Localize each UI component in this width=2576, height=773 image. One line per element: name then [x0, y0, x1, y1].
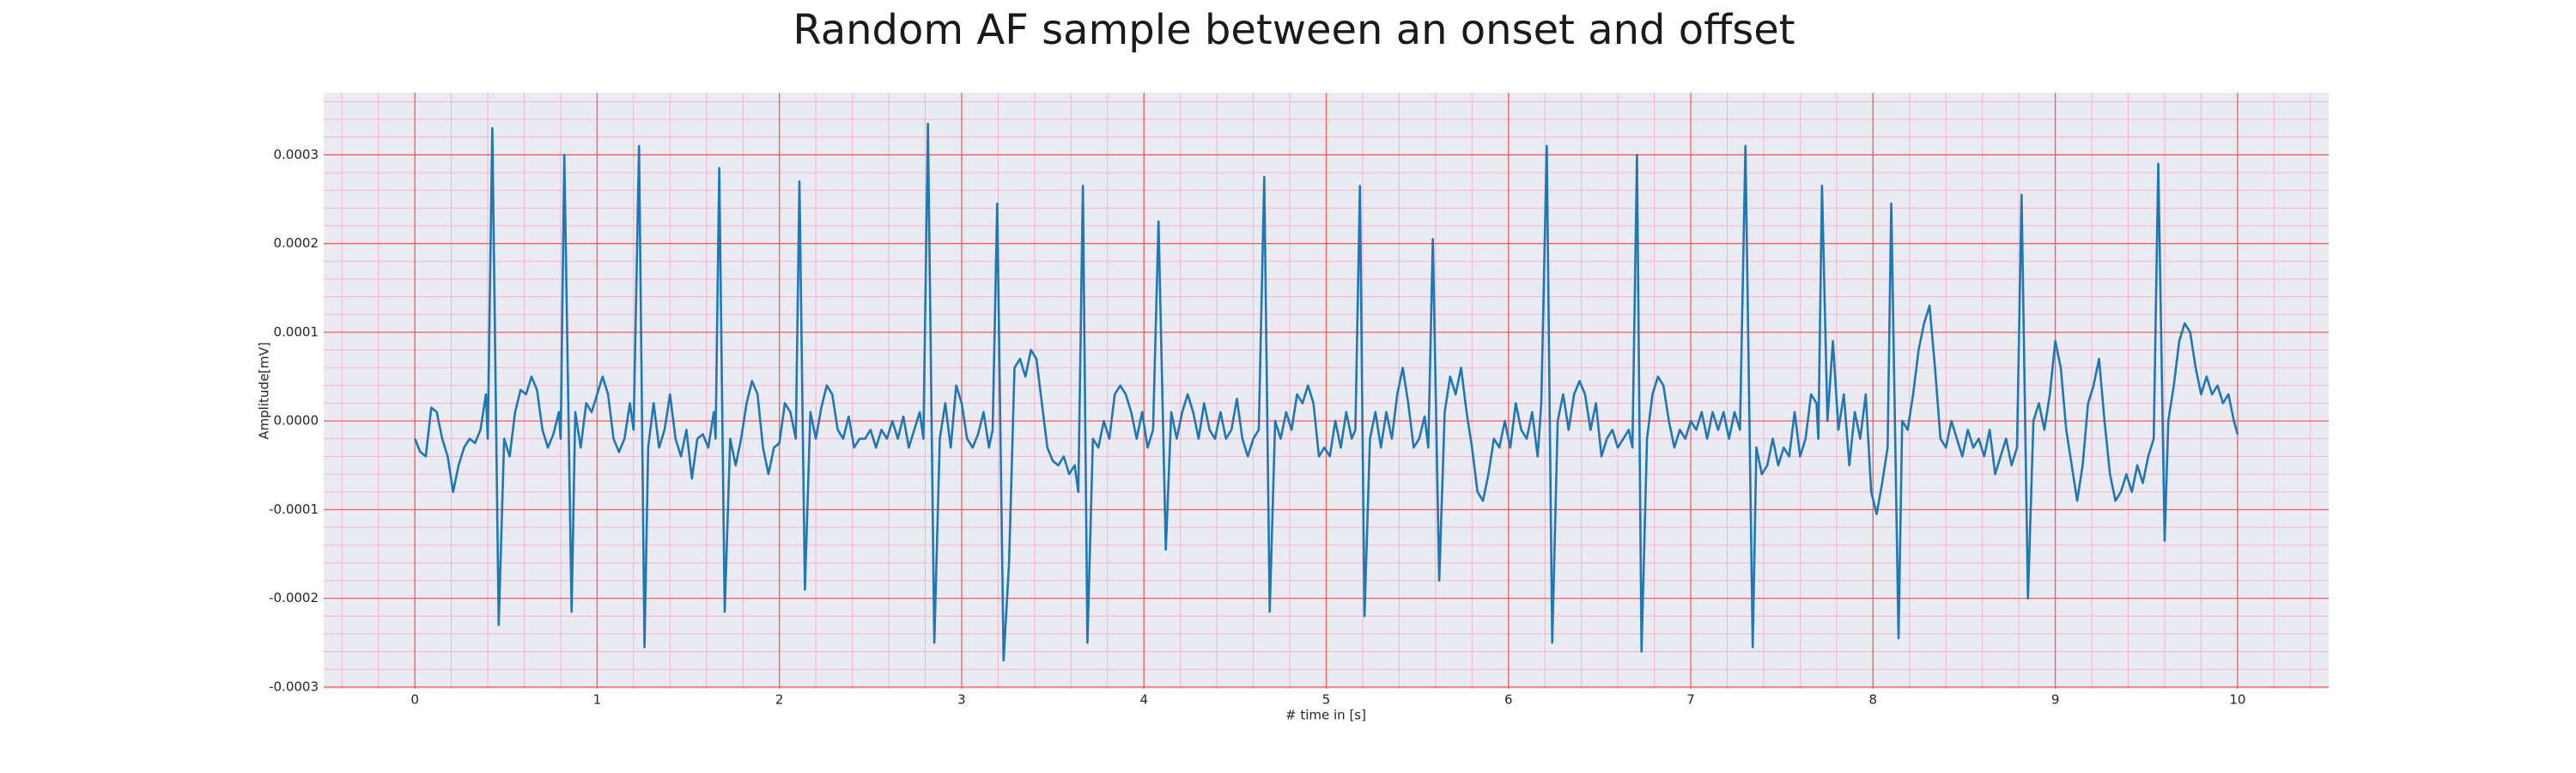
x-tick-label: 2 — [775, 692, 784, 708]
y-tick-label: 0.0003 — [274, 147, 319, 162]
y-tick-label: -0.0001 — [269, 502, 319, 517]
x-tick-label: 7 — [1686, 692, 1695, 708]
x-tick-label: 3 — [957, 692, 966, 708]
signal-line — [413, 122, 2239, 662]
y-tick-label: 0.0000 — [274, 413, 319, 429]
chart-title: Random AF sample between an onset and of… — [793, 6, 1795, 54]
y-tick-label: -0.0003 — [269, 679, 319, 694]
x-tick-label: 6 — [1504, 692, 1513, 708]
x-tick-label: 8 — [1869, 692, 1878, 708]
y-tick-label: 0.0002 — [274, 235, 319, 251]
x-tick-label: 5 — [1322, 692, 1331, 708]
x-tick-label: 10 — [2229, 692, 2245, 708]
x-axis-label: # time in [s] — [1285, 708, 1366, 723]
y-tick-label: -0.0002 — [269, 590, 319, 606]
y-axis-label: Amplitude[mV] — [257, 342, 272, 439]
x-tick-label: 9 — [2051, 692, 2060, 708]
x-tick-label: 0 — [410, 692, 419, 708]
y-tick-label: 0.0001 — [274, 324, 319, 339]
x-tick-label: 4 — [1139, 692, 1148, 708]
x-tick-label: 1 — [593, 692, 602, 708]
